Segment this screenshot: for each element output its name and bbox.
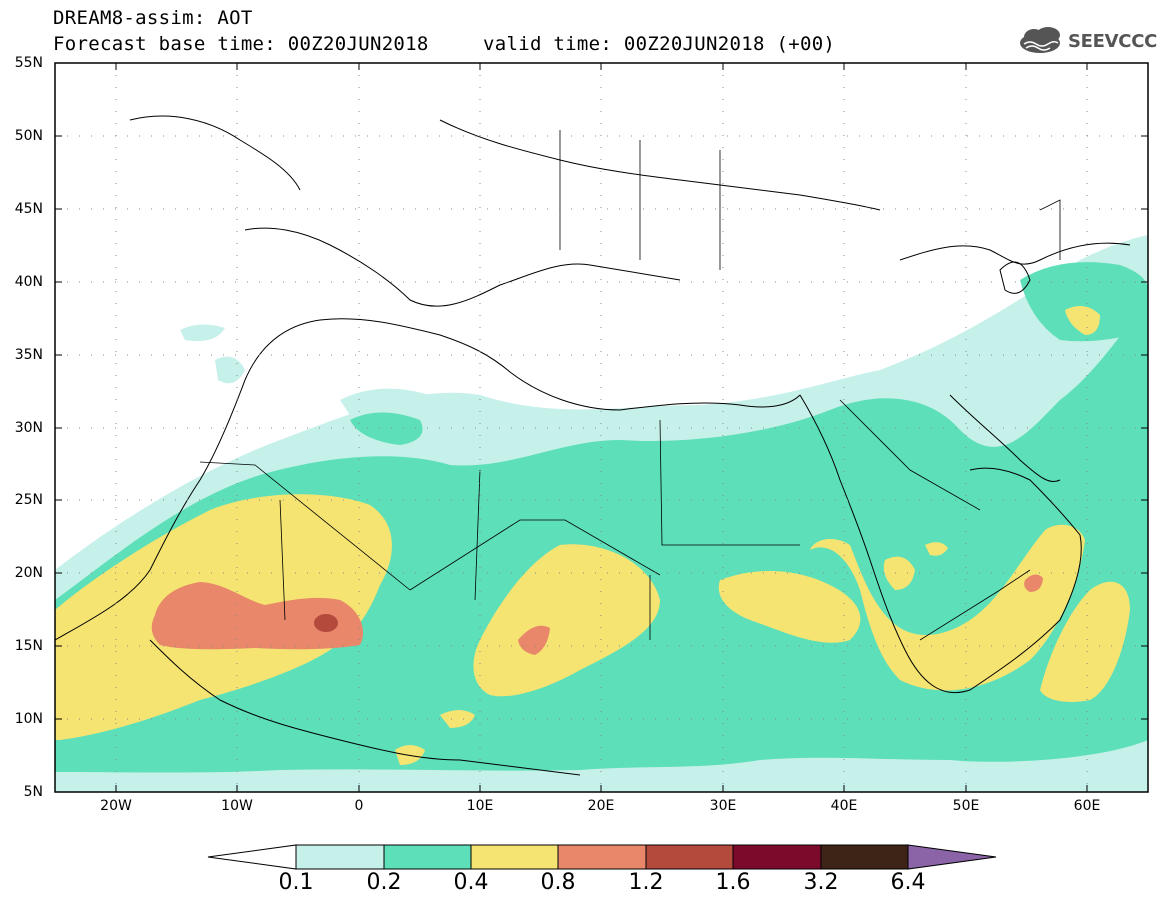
lon-label: 20E (587, 798, 615, 814)
colorbar-label: 6.4 (890, 870, 926, 895)
lat-label: 55N (14, 55, 43, 71)
lat-label: 10N (14, 711, 43, 727)
colorbar-max-arrow (907, 844, 997, 870)
colorbar-box-6 (732, 844, 822, 870)
aot-field (55, 235, 1148, 792)
cloud-icon (1020, 27, 1060, 53)
lon-label: 20W (100, 798, 132, 814)
lat-label: 30N (14, 420, 43, 436)
colorbar-label: 0.8 (540, 870, 576, 895)
country-borders (199, 130, 1061, 641)
colorbar-label: 0.4 (453, 870, 489, 895)
colorbar-label: 1.2 (628, 870, 664, 895)
lon-label: 60E (1073, 798, 1101, 814)
lon-label: 30E (709, 798, 737, 814)
lat-label: 35N (14, 347, 43, 363)
aot-band-0.8 (151, 574, 1043, 655)
coastlines (55, 115, 1131, 776)
lon-label: 10E (466, 798, 494, 814)
colorbar-box-5 (645, 844, 734, 870)
colorbar-label: 1.6 (715, 870, 751, 895)
colorbar-label: 0.2 (366, 870, 402, 895)
lat-label: 5N (23, 784, 43, 800)
aot-band-1.2 (314, 614, 338, 632)
lat-label: 50N (14, 128, 43, 144)
lon-label: 40E (830, 798, 858, 814)
lon-label: 0 (354, 798, 364, 814)
lon-label: 10W (221, 798, 253, 814)
colorbar (207, 844, 997, 870)
lon-label: 50E (952, 798, 980, 814)
colorbar-box-4 (557, 844, 647, 870)
lat-label: 20N (14, 565, 43, 581)
lat-label: 15N (14, 638, 43, 654)
colorbar-label: 0.1 (278, 870, 314, 895)
title-line-1: DREAM8-assim: AOT (53, 7, 253, 29)
valid-time: valid time: 00Z20JUN2018 (+00) (483, 33, 836, 55)
colorbar-min-arrow (207, 844, 297, 870)
forecast-base-time: Forecast base time: 00Z20JUN2018 (53, 33, 429, 55)
axis-ticks (55, 62, 1148, 792)
logo-text: SEEVCCC (1068, 31, 1158, 52)
colorbar-box-2 (383, 844, 472, 870)
colorbar-box-1 (295, 844, 385, 870)
lat-label: 25N (14, 492, 43, 508)
colorbar-box-7 (820, 844, 909, 870)
colorbar-label: 3.2 (803, 870, 839, 895)
lat-label: 45N (14, 201, 43, 217)
lat-label: 40N (14, 274, 43, 290)
colorbar-box-3 (470, 844, 559, 870)
